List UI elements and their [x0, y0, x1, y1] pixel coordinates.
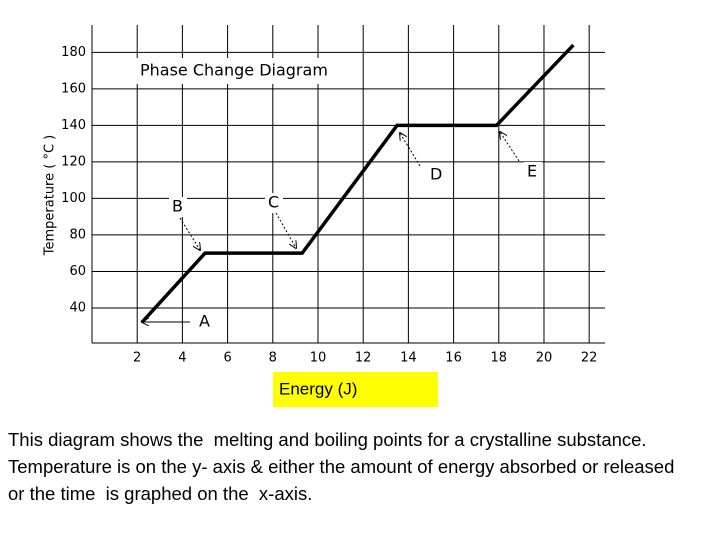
y-tick-label: 180 [61, 45, 86, 60]
y-tick-label: 140 [61, 118, 86, 133]
annotation-label: C [268, 193, 279, 212]
x-tick-label: 20 [536, 351, 553, 366]
x-tick-label: 18 [491, 351, 508, 366]
annotation-arrow [275, 212, 296, 248]
caption: This diagram shows the melting and boili… [8, 429, 685, 504]
chart: Energy (J) Temperature ( °C ) 40 60 80 100 1… [43, 25, 605, 407]
annotation-label: D [430, 165, 442, 184]
y-tick-label: 100 [61, 191, 86, 206]
x-label-box [273, 372, 438, 407]
y-tick-label: 120 [61, 154, 86, 169]
x-tick-label: 10 [310, 351, 327, 366]
y-tick-label: 60 [69, 264, 86, 279]
x-tick-label: 16 [445, 351, 462, 366]
y-axis-label: Temperature ( °C ) [43, 135, 58, 256]
annotation-bg [524, 162, 542, 182]
annotation-bg [196, 312, 214, 332]
y-tick-label: 40 [69, 300, 86, 315]
y-tick-label: 160 [61, 81, 86, 96]
chart-title: Phase Change Diagram [140, 61, 328, 80]
x-tick-label: 2 [133, 351, 141, 366]
x-tick-label: 8 [269, 351, 277, 366]
x-tick-label: 12 [355, 351, 372, 366]
x-tick-label: 22 [581, 351, 598, 366]
annotation-bg [427, 165, 445, 185]
annotation-bg [169, 197, 187, 217]
annotation-bg [265, 193, 283, 213]
annotation-label: A [199, 312, 210, 331]
x-tick-label: 14 [400, 351, 417, 366]
annotation-arrow [500, 132, 520, 162]
annotation-arrow [400, 133, 421, 167]
x-axis-label: Energy (J) [279, 379, 357, 398]
x-tick-label: 6 [223, 351, 231, 366]
phase-line [140, 43, 575, 324]
x-tick-label: 4 [178, 351, 186, 366]
annotation-label: E [527, 162, 537, 181]
title-bg [136, 58, 346, 84]
annotation-label: B [172, 197, 183, 216]
annotation-arrow [179, 217, 200, 250]
y-tick-label: 80 [69, 227, 86, 242]
